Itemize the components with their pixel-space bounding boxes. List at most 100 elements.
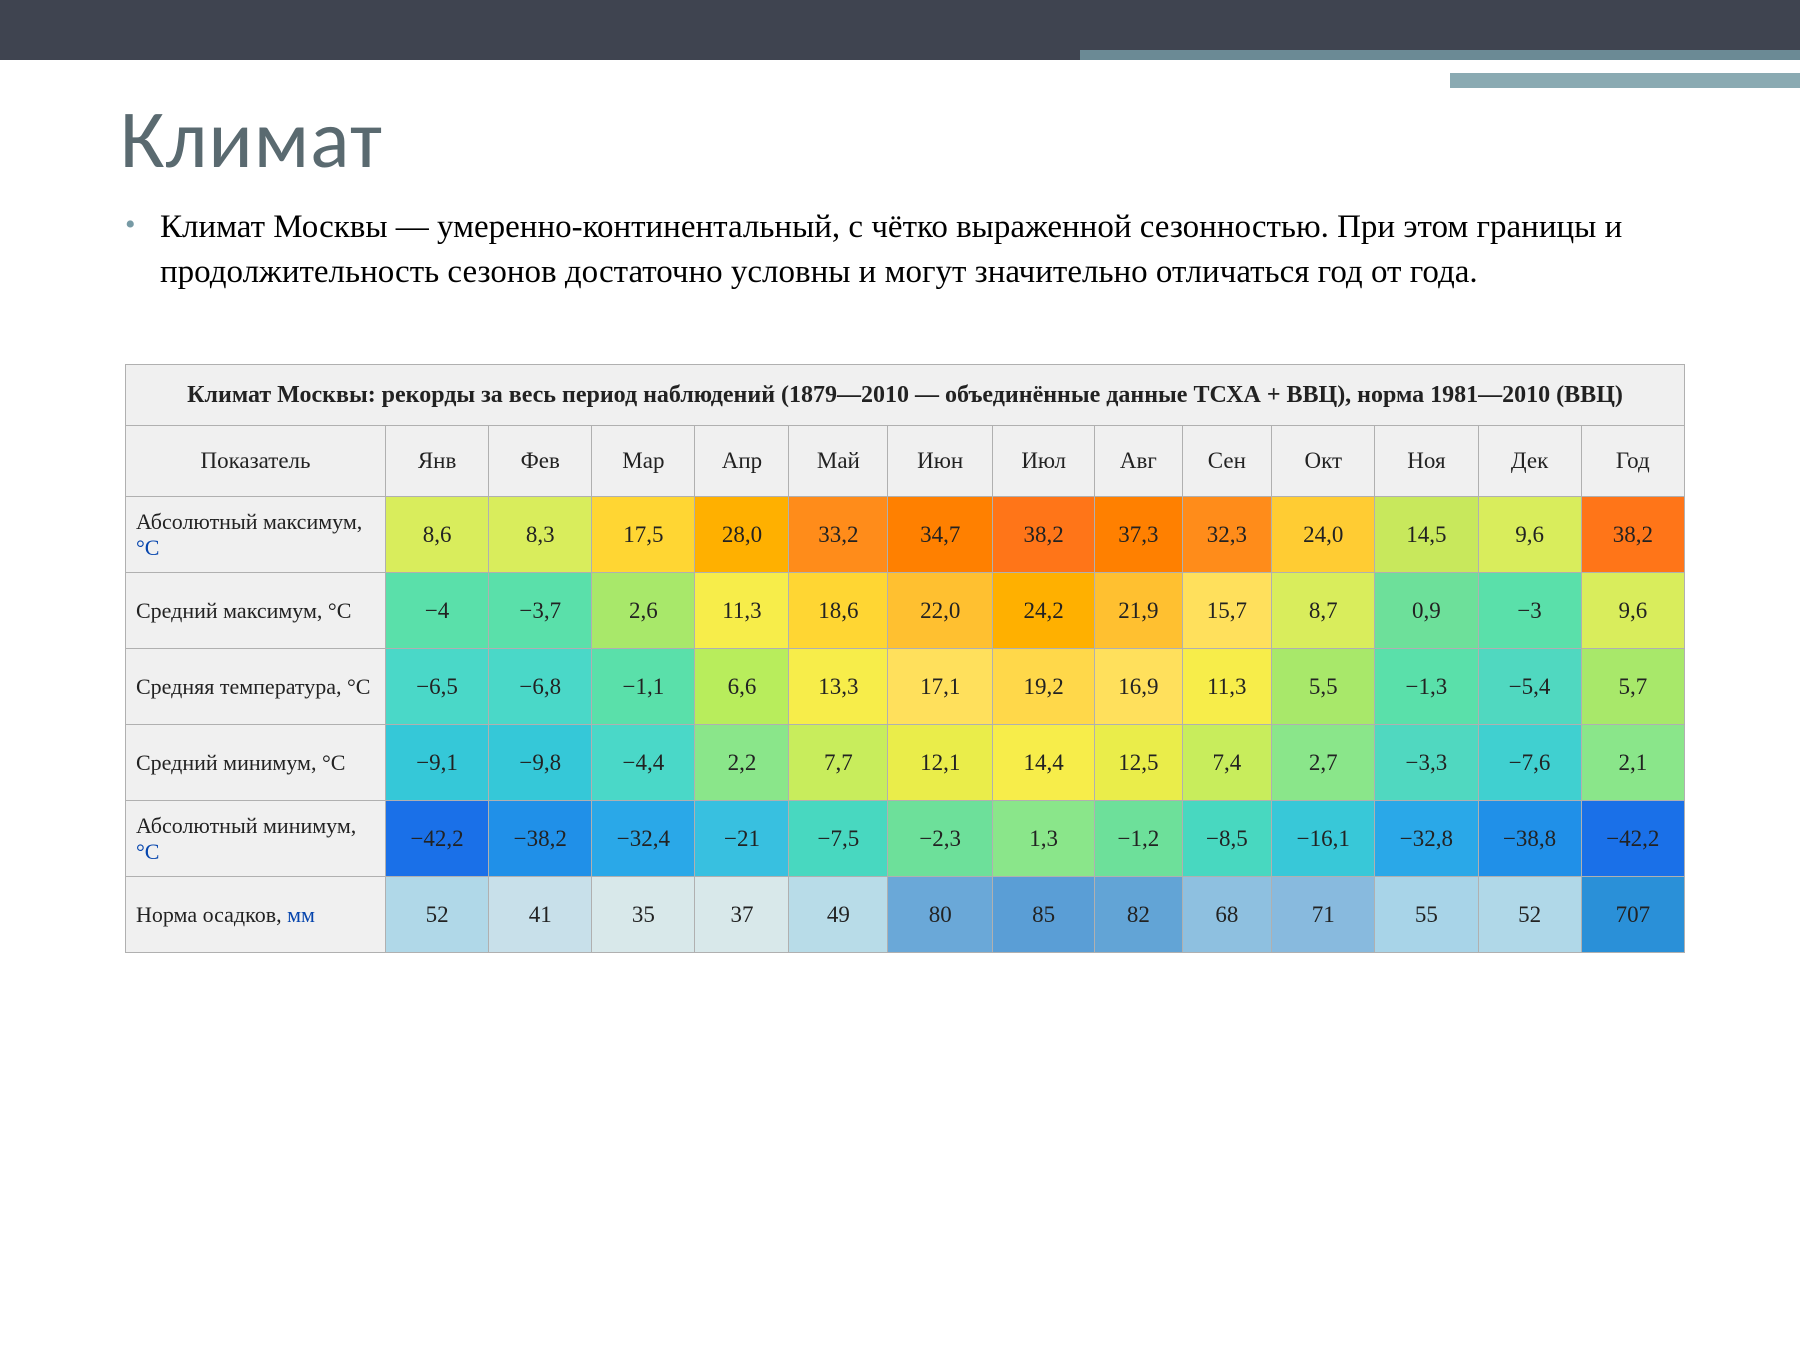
data-cell: −9,1: [386, 725, 489, 801]
data-cell: 41: [489, 877, 592, 953]
data-cell: 12,1: [888, 725, 993, 801]
data-cell: −1,2: [1095, 801, 1182, 877]
accent-bar-1: [1080, 50, 1800, 60]
col-header-month: Дек: [1478, 426, 1581, 497]
data-cell: 24,2: [993, 573, 1095, 649]
data-cell: 18,6: [789, 573, 888, 649]
data-cell: −38,2: [489, 801, 592, 877]
col-header-month: Мар: [592, 426, 695, 497]
data-cell: 35: [592, 877, 695, 953]
data-cell: 37,3: [1095, 497, 1182, 573]
data-cell: 6,6: [695, 649, 789, 725]
data-cell: −1,3: [1375, 649, 1478, 725]
col-header-month: Июн: [888, 426, 993, 497]
data-cell: 9,6: [1478, 497, 1581, 573]
data-cell: −8,5: [1182, 801, 1272, 877]
data-cell: −5,4: [1478, 649, 1581, 725]
data-cell: 71: [1272, 877, 1375, 953]
data-cell: 2,1: [1581, 725, 1684, 801]
data-cell: 55: [1375, 877, 1478, 953]
data-cell: −7,6: [1478, 725, 1581, 801]
row-label: Средняя температура, °C: [126, 649, 386, 725]
data-cell: 85: [993, 877, 1095, 953]
slide-content: Климат Климат Москвы — умеренно-континен…: [0, 60, 1800, 953]
row-label: Средний минимум, °C: [126, 725, 386, 801]
data-cell: 32,3: [1182, 497, 1272, 573]
data-cell: −32,4: [592, 801, 695, 877]
data-cell: 80: [888, 877, 993, 953]
bullet-item: Климат Москвы — умеренно-континентальный…: [160, 205, 1690, 294]
data-cell: 15,7: [1182, 573, 1272, 649]
col-header-month: Год: [1581, 426, 1684, 497]
data-cell: 37: [695, 877, 789, 953]
row-label: Абсолютный максимум, °C: [126, 497, 386, 573]
data-cell: −38,8: [1478, 801, 1581, 877]
data-cell: −7,5: [789, 801, 888, 877]
data-cell: 2,7: [1272, 725, 1375, 801]
table-header-row: ПоказательЯнвФевМарАпрМайИюнИюлАвгСенОкт…: [126, 426, 1685, 497]
climate-table: Климат Москвы: рекорды за весь период на…: [125, 364, 1685, 953]
data-cell: 2,6: [592, 573, 695, 649]
data-cell: 2,2: [695, 725, 789, 801]
col-header-month: Апр: [695, 426, 789, 497]
data-cell: −3,3: [1375, 725, 1478, 801]
data-cell: −6,5: [386, 649, 489, 725]
col-header-month: Янв: [386, 426, 489, 497]
data-cell: −42,2: [1581, 801, 1684, 877]
col-header-month: Фев: [489, 426, 592, 497]
col-header-month: Июл: [993, 426, 1095, 497]
data-cell: 9,6: [1581, 573, 1684, 649]
accent-bar-2: [1450, 73, 1800, 88]
data-cell: 68: [1182, 877, 1272, 953]
col-header-label: Показатель: [126, 426, 386, 497]
data-cell: 7,7: [789, 725, 888, 801]
col-header-month: Ноя: [1375, 426, 1478, 497]
data-cell: 11,3: [695, 573, 789, 649]
data-cell: −32,8: [1375, 801, 1478, 877]
data-cell: −3: [1478, 573, 1581, 649]
data-cell: 13,3: [789, 649, 888, 725]
table-row: Средняя температура, °C−6,5−6,8−1,16,613…: [126, 649, 1685, 725]
data-cell: 11,3: [1182, 649, 1272, 725]
data-cell: −1,1: [592, 649, 695, 725]
data-cell: 17,1: [888, 649, 993, 725]
table-body: Абсолютный максимум, °C8,68,317,528,033,…: [126, 497, 1685, 953]
data-cell: 5,5: [1272, 649, 1375, 725]
bullet-list: Климат Москвы — умеренно-континентальный…: [120, 205, 1690, 294]
data-cell: −6,8: [489, 649, 592, 725]
data-cell: 0,9: [1375, 573, 1478, 649]
table-caption: Климат Москвы: рекорды за весь период на…: [126, 365, 1685, 426]
data-cell: −42,2: [386, 801, 489, 877]
data-cell: 5,7: [1581, 649, 1684, 725]
data-cell: −16,1: [1272, 801, 1375, 877]
data-cell: 28,0: [695, 497, 789, 573]
row-label: Норма осадков, мм: [126, 877, 386, 953]
data-cell: 19,2: [993, 649, 1095, 725]
slide-title: Климат: [120, 90, 1690, 190]
row-label: Средний максимум, °C: [126, 573, 386, 649]
data-cell: −3,7: [489, 573, 592, 649]
data-cell: 14,4: [993, 725, 1095, 801]
data-cell: 22,0: [888, 573, 993, 649]
row-label: Абсолютный минимум, °C: [126, 801, 386, 877]
data-cell: 21,9: [1095, 573, 1182, 649]
col-header-month: Авг: [1095, 426, 1182, 497]
data-cell: 34,7: [888, 497, 993, 573]
data-cell: −9,8: [489, 725, 592, 801]
col-header-month: Окт: [1272, 426, 1375, 497]
data-cell: 24,0: [1272, 497, 1375, 573]
data-cell: 52: [386, 877, 489, 953]
data-cell: 8,7: [1272, 573, 1375, 649]
data-cell: 8,3: [489, 497, 592, 573]
data-cell: −2,3: [888, 801, 993, 877]
data-cell: −4: [386, 573, 489, 649]
table-row: Абсолютный максимум, °C8,68,317,528,033,…: [126, 497, 1685, 573]
data-cell: 52: [1478, 877, 1581, 953]
data-cell: 7,4: [1182, 725, 1272, 801]
data-cell: 14,5: [1375, 497, 1478, 573]
data-cell: 49: [789, 877, 888, 953]
top-bar: [0, 0, 1800, 60]
data-cell: −21: [695, 801, 789, 877]
col-header-month: Май: [789, 426, 888, 497]
data-cell: 12,5: [1095, 725, 1182, 801]
